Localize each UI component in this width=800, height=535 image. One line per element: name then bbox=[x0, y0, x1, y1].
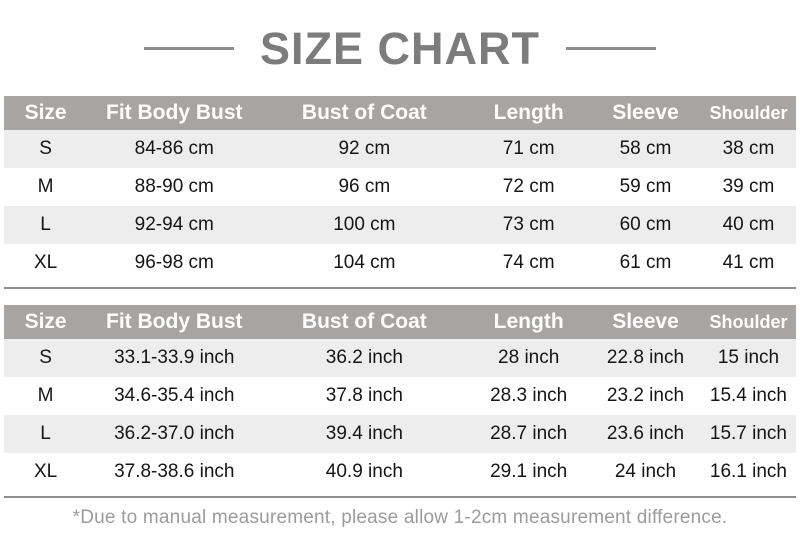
measurement-cell: 15.7 inch bbox=[709, 423, 788, 444]
header-row-inch: Size Fit Body Bust Bust of Coat Length Sleev… bbox=[4, 305, 796, 339]
measurement-cell: 73 cm bbox=[502, 214, 555, 235]
column-header-length: Length bbox=[467, 96, 591, 130]
size-label-cell: L bbox=[40, 214, 51, 235]
measurement-cell: 23.2 inch bbox=[606, 385, 685, 406]
table-row-size-m: M 88-90 cm 96 cm 72 cm 59 cm 39 cm bbox=[4, 168, 796, 206]
measurement-cell: 39 cm bbox=[722, 176, 775, 197]
measurement-cell: 28 inch bbox=[498, 347, 560, 368]
column-header-fit-body-bust: Fit Body Bust bbox=[87, 96, 262, 130]
page-title: SIZE CHART bbox=[260, 22, 540, 74]
measurement-cell: 41 cm bbox=[722, 252, 775, 273]
measurement-cell: 22.8 inch bbox=[606, 347, 685, 368]
column-header-length: Length bbox=[467, 305, 591, 339]
measurement-cell: 71 cm bbox=[502, 138, 555, 159]
table-divider-inch bbox=[4, 496, 796, 498]
measurement-cell: 40.9 inch bbox=[325, 461, 403, 482]
measurement-cell: 58 cm bbox=[619, 138, 672, 159]
column-header-bust-of-coat: Bust of Coat bbox=[261, 96, 468, 130]
measurement-cell: 92 cm bbox=[338, 138, 391, 159]
size-label-cell: XL bbox=[33, 252, 58, 273]
size-label-cell: S bbox=[39, 138, 52, 159]
measurement-cell: 40 cm bbox=[722, 214, 775, 235]
measurement-cell: 15 inch bbox=[717, 347, 780, 368]
measurement-cell: 61 cm bbox=[619, 252, 672, 273]
measurement-cell: 88-90 cm bbox=[134, 176, 214, 197]
measurement-cell: 100 cm bbox=[333, 214, 396, 235]
measurement-cell: 92-94 cm bbox=[134, 214, 214, 235]
size-label-cell: S bbox=[39, 347, 52, 368]
measurement-cell: 84-86 cm bbox=[134, 138, 214, 159]
title-row: SIZE CHART bbox=[0, 0, 800, 96]
header-row-cm: Size Fit Body Bust Bust of Coat Length Sleev… bbox=[4, 96, 796, 130]
measurement-footnote: *Due to manual measurement, please allow… bbox=[72, 507, 728, 528]
table-row-size-m: M 34.6-35.4 inch 37.8 inch 28.3 inch 23.2 in… bbox=[4, 377, 796, 415]
measurement-cell: 34.6-35.4 inch bbox=[114, 385, 235, 406]
table-row-size-s: S 33.1-33.9 inch 36.2 inch 28 inch 22.8 inch… bbox=[4, 339, 796, 377]
measurement-cell: 24 inch bbox=[614, 461, 677, 482]
column-header-fit-body-bust: Fit Body Bust bbox=[87, 305, 262, 339]
measurement-cell: 29.1 inch bbox=[490, 461, 568, 482]
measurement-cell: 96-98 cm bbox=[134, 252, 214, 273]
measurement-cell: 36.2-37.0 inch bbox=[114, 423, 235, 444]
measurement-cell: 23.6 inch bbox=[606, 423, 685, 444]
table-row-size-l: L 36.2-37.0 inch 39.4 inch 28.7 inch 23.6 in… bbox=[4, 415, 796, 453]
measurement-cell: 16.1 inch bbox=[709, 461, 788, 482]
column-header-bust-of-coat: Bust of Coat bbox=[261, 305, 468, 339]
measurement-cell: 59 cm bbox=[619, 176, 672, 197]
measurement-cell: 33.1-33.9 inch bbox=[114, 347, 235, 368]
column-header-size: Size bbox=[4, 305, 88, 339]
column-header-sleeve: Sleeve bbox=[590, 96, 701, 130]
title-rule-right bbox=[566, 46, 656, 50]
table-row-size-xl: XL 96-98 cm 104 cm 74 cm 61 cm 41 cm bbox=[4, 244, 796, 282]
table-divider-cm bbox=[4, 287, 796, 289]
measurement-cell: 72 cm bbox=[502, 176, 555, 197]
measurement-cell: 74 cm bbox=[502, 252, 555, 273]
table-row-size-s: S 84-86 cm 92 cm 71 cm 58 cm 38 cm bbox=[4, 130, 796, 168]
table-gap bbox=[0, 289, 800, 305]
measurement-cell: 15.4 inch bbox=[709, 385, 788, 406]
size-label-cell: XL bbox=[33, 461, 58, 482]
title-rule-left bbox=[144, 46, 234, 50]
measurement-cell: 28.3 inch bbox=[490, 385, 568, 406]
measurement-cell: 60 cm bbox=[619, 214, 672, 235]
column-header-shoulder: Shoulder bbox=[700, 96, 796, 130]
table-row-size-l: L 92-94 cm 100 cm 73 cm 60 cm 40 cm bbox=[4, 206, 796, 244]
measurement-cell: 104 cm bbox=[333, 252, 396, 273]
column-header-sleeve: Sleeve bbox=[590, 305, 701, 339]
measurement-cell: 38 cm bbox=[722, 138, 775, 159]
size-label-cell: L bbox=[40, 423, 51, 444]
table-row-size-xl: XL 37.8-38.6 inch 40.9 inch 29.1 inch 24 inc… bbox=[4, 453, 796, 491]
size-label-cell: M bbox=[37, 385, 54, 406]
column-header-size: Size bbox=[4, 96, 88, 130]
column-header-shoulder: Shoulder bbox=[700, 305, 796, 339]
measurement-cell: 28.7 inch bbox=[490, 423, 568, 444]
measurement-cell: 37.8 inch bbox=[325, 385, 403, 406]
size-label-cell: M bbox=[37, 176, 54, 197]
measurement-cell: 96 cm bbox=[338, 176, 391, 197]
size-table-cm: Size Fit Body Bust Bust of Coat Length Sleev… bbox=[4, 96, 796, 282]
measurement-cell: 39.4 inch bbox=[325, 423, 403, 444]
measurement-cell: 37.8-38.6 inch bbox=[114, 461, 235, 482]
size-table-inch: Size Fit Body Bust Bust of Coat Length Sleev… bbox=[4, 305, 796, 491]
measurement-cell: 36.2 inch bbox=[325, 347, 403, 368]
